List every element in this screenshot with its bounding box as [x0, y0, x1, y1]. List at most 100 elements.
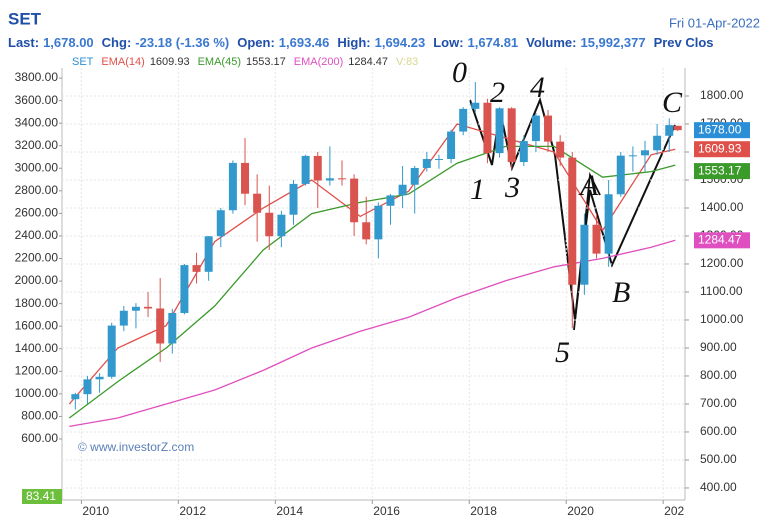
annotation: 0: [452, 56, 467, 89]
candle-body: [362, 222, 371, 240]
date: Fri 01-Apr-2022: [669, 15, 760, 30]
annotation: 4: [530, 71, 545, 104]
y-tick-label: 1200.00: [700, 256, 744, 270]
annotation: B: [612, 276, 630, 309]
candle-body: [544, 115, 553, 142]
annotation: C: [662, 86, 683, 119]
field-value: -23.18 (-1.36 %): [135, 35, 229, 50]
candle-body: [192, 265, 201, 272]
y-tick-label: 1800.00: [700, 88, 744, 102]
y-tick-label: 600.00: [700, 424, 737, 438]
y2-tick-label: 2600.00: [15, 206, 59, 220]
y2-tick-label: 3800.00: [15, 70, 59, 84]
legend-value: 1284.47: [348, 56, 388, 68]
y2-tick-label: 1600.00: [15, 318, 59, 332]
candle-body: [168, 312, 177, 344]
candle-body: [156, 308, 165, 344]
candle-body: [628, 155, 637, 157]
candle-body: [592, 224, 601, 254]
x-tick-label: 2016: [373, 504, 400, 518]
candle-body: [71, 394, 80, 400]
legend-entry: EMA(45): [198, 56, 241, 68]
y2-tick-label: 3000.00: [15, 160, 59, 174]
y2-tick-label: 2000.00: [15, 273, 59, 287]
candle-body: [507, 108, 516, 163]
price-tag: 1609.93: [698, 141, 742, 155]
price-tag-box: [694, 163, 750, 180]
y-tick-label: 800.00: [700, 368, 737, 382]
y2-tick-label: 1000.00: [15, 386, 59, 400]
candle-body: [337, 178, 346, 180]
candle-body: [350, 178, 359, 223]
annotation: 2: [490, 76, 505, 109]
y-tick-label: 1000.00: [700, 312, 744, 326]
candle-body: [241, 162, 250, 194]
x-tick-label: 2012: [179, 504, 206, 518]
candle-body: [216, 210, 225, 237]
field-label: Volume:: [526, 35, 576, 50]
x-tick-label: 2014: [276, 504, 303, 518]
candle-body: [665, 125, 674, 136]
candle-body: [519, 141, 528, 163]
y2-tick-label: 1200.00: [15, 363, 59, 377]
field-label: Low:: [433, 35, 463, 50]
y-tick-label: 1400.00: [700, 200, 744, 214]
annotation: A: [578, 169, 599, 202]
x-tick-label: 2020: [567, 504, 594, 518]
ema-line: [69, 239, 676, 428]
y2-tick-label: 2200.00: [15, 251, 59, 265]
annotation: 5: [555, 336, 570, 369]
watermark: © www.investorZ.com: [78, 440, 194, 454]
price-tag-box: [694, 122, 750, 139]
legend-entry: EMA(14): [101, 56, 144, 68]
candle-body: [422, 158, 431, 168]
y2-tick-label: 3400.00: [15, 115, 59, 129]
candle-body: [483, 102, 492, 154]
candle-body: [410, 167, 419, 185]
volume-tag-box: [22, 489, 62, 504]
candle-body: [641, 150, 650, 156]
candle-body: [313, 155, 322, 181]
candle-body: [325, 178, 334, 181]
candle-body: [673, 125, 682, 131]
legend-value: 1609.93: [150, 56, 190, 68]
candle-body: [616, 155, 625, 195]
candle-body: [398, 184, 407, 196]
field-label: Chg:: [102, 35, 132, 50]
candle-body: [119, 310, 128, 326]
candle-body: [434, 158, 443, 160]
price-tag: 1678.00: [698, 122, 742, 136]
candle-body: [301, 155, 310, 184]
legend-entry: EMA(200): [294, 56, 344, 68]
y2-tick-label: 2800.00: [15, 183, 59, 197]
candle-body: [131, 306, 140, 311]
candle-body: [471, 102, 480, 109]
ema-line: [68, 123, 676, 405]
chart-title: SET: [8, 9, 42, 28]
candle-body: [228, 162, 237, 211]
field-value: 1,674.81: [468, 35, 519, 50]
candle-body: [289, 183, 298, 215]
y2-tick-label: 600.00: [21, 431, 58, 445]
x-tick-label: 202: [664, 504, 684, 518]
candle-body: [83, 379, 92, 395]
candle-body: [374, 205, 383, 240]
candle-body: [386, 195, 395, 206]
x-tick-label: 2010: [82, 504, 109, 518]
price-tag: 1284.47: [698, 233, 742, 247]
candle-body: [653, 135, 662, 151]
field-label: Prev Clos: [654, 35, 714, 50]
field-value: 1,678.00: [43, 35, 94, 50]
field-label: Open:: [237, 35, 275, 50]
candle-body: [447, 131, 456, 159]
y2-tick-label: 3600.00: [15, 93, 59, 107]
y-tick-label: 400.00: [700, 480, 737, 494]
y2-tick-label: 3200.00: [15, 138, 59, 152]
price-tag: 1553.17: [698, 163, 742, 177]
y-tick-label: 1100.00: [700, 284, 743, 298]
candle-body: [204, 236, 213, 272]
legend: SET EMA(14) 1609.93 EMA(45) 1553.17 EMA(200) 1…: [72, 56, 418, 68]
candle-body: [604, 194, 613, 254]
